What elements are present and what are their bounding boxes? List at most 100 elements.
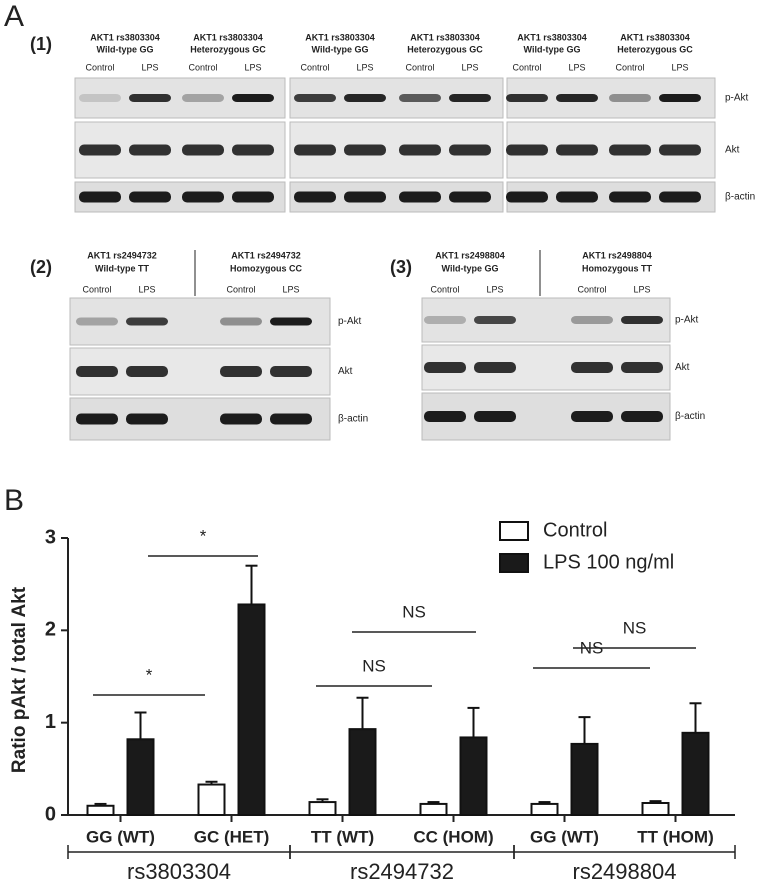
column-genotype: Wild-type GG	[312, 44, 369, 54]
row-label: Akt	[338, 366, 353, 377]
bar	[348, 728, 377, 817]
band	[182, 191, 224, 203]
column-gene: AKT1 rs2494732	[231, 250, 301, 260]
x-tick-label: GG (WT)	[86, 827, 155, 846]
blot-label: (3)	[390, 257, 412, 277]
column-genotype: Wild-type GG	[524, 44, 581, 54]
row-label: β-actin	[725, 192, 755, 203]
blot-label: (1)	[30, 34, 52, 54]
bar	[570, 742, 599, 816]
band	[621, 362, 663, 373]
bar	[126, 738, 155, 817]
band	[399, 144, 441, 156]
band	[449, 191, 491, 203]
band	[506, 144, 548, 156]
bar	[641, 801, 670, 816]
lane-label: Control	[226, 284, 255, 294]
blot-label: (2)	[30, 257, 52, 277]
band	[399, 94, 441, 102]
column-gene: AKT1 rs2498804	[582, 250, 652, 260]
band	[79, 191, 121, 203]
significance-label: *	[200, 526, 207, 545]
band	[129, 144, 171, 156]
band	[571, 316, 613, 324]
band	[424, 316, 466, 324]
lane-label: LPS	[141, 62, 158, 72]
band	[76, 366, 118, 377]
column-genotype: Heterozygous GC	[190, 44, 266, 54]
x-tick-label: TT (WT)	[311, 827, 374, 846]
band	[474, 362, 516, 373]
lane-label: LPS	[671, 62, 688, 72]
band	[449, 94, 491, 102]
column-genotype: Heterozygous GC	[407, 44, 483, 54]
band	[220, 317, 262, 326]
y-tick-label: 0	[45, 803, 56, 825]
band	[449, 144, 491, 156]
band	[659, 191, 701, 203]
band	[571, 411, 613, 422]
column-gene: AKT1 rs3803304	[620, 32, 690, 42]
band	[609, 144, 651, 156]
bar	[197, 783, 226, 817]
band	[621, 411, 663, 422]
lane-label: Control	[405, 62, 434, 72]
band	[474, 316, 516, 324]
lane-label: Control	[512, 62, 541, 72]
column-gene: AKT1 rs3803304	[410, 32, 480, 42]
panel-label: A	[4, 0, 24, 33]
band	[474, 411, 516, 422]
lane-label: Control	[577, 284, 606, 294]
band	[344, 191, 386, 203]
column-genotype: Wild-type TT	[95, 263, 149, 273]
significance-label: NS	[362, 656, 386, 675]
band	[129, 191, 171, 203]
column-gene: AKT1 rs3803304	[90, 32, 160, 42]
band	[294, 191, 336, 203]
band	[506, 191, 548, 203]
row-label: Akt	[675, 362, 690, 373]
band	[220, 413, 262, 425]
column-gene: AKT1 rs2498804	[435, 250, 505, 260]
band	[424, 362, 466, 373]
x-tick-label: CC (HOM)	[413, 827, 493, 846]
group-label: rs2494732	[350, 859, 454, 884]
band	[220, 366, 262, 377]
band	[126, 366, 168, 377]
column-genotype: Wild-type GG	[442, 263, 499, 273]
lane-label: LPS	[633, 284, 650, 294]
band	[270, 317, 312, 326]
group-label: rs3803304	[127, 859, 231, 884]
x-tick-label: GG (WT)	[530, 827, 599, 846]
band	[571, 362, 613, 373]
significance-label: *	[146, 665, 153, 684]
band	[506, 94, 548, 102]
column-gene: AKT1 rs3803304	[193, 32, 263, 42]
band	[79, 94, 121, 102]
row-label: β-actin	[675, 411, 705, 422]
y-axis-label: Ratio pAkt / total Akt	[9, 586, 30, 773]
band	[609, 191, 651, 203]
bar	[419, 802, 448, 816]
y-tick-label: 3	[45, 526, 56, 548]
lane-label: LPS	[282, 284, 299, 294]
band	[344, 144, 386, 156]
row-label: Akt	[725, 145, 740, 156]
row-label: p-Akt	[675, 315, 699, 326]
row-label: β-actin	[338, 414, 368, 425]
band	[399, 191, 441, 203]
lane-label: Control	[615, 62, 644, 72]
bar	[86, 804, 115, 816]
y-tick-label: 1	[45, 711, 56, 733]
band	[424, 411, 466, 422]
band	[659, 144, 701, 156]
band	[556, 191, 598, 203]
lane-label: Control	[85, 62, 114, 72]
y-tick-label: 2	[45, 619, 56, 641]
bar	[530, 802, 559, 816]
band	[232, 94, 274, 102]
column-gene: AKT1 rs2494732	[87, 250, 157, 260]
band	[79, 144, 121, 156]
panel-label: B	[4, 484, 24, 517]
lane-label: LPS	[486, 284, 503, 294]
